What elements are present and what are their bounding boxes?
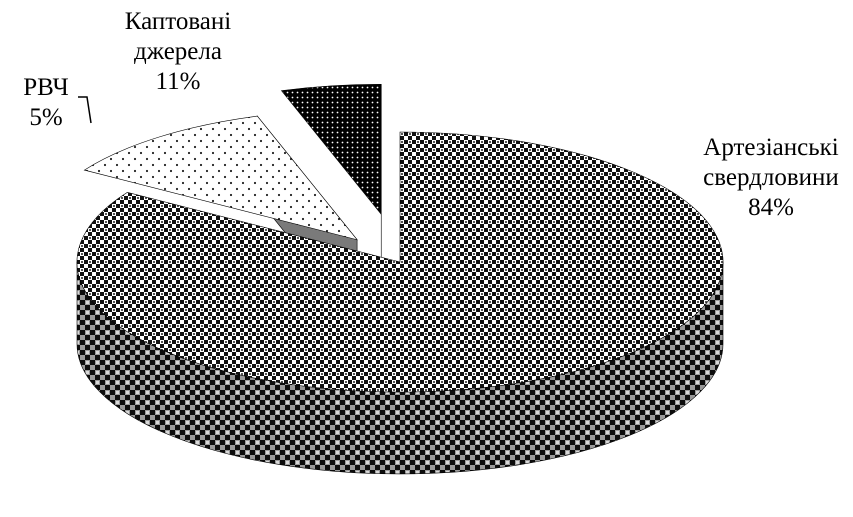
slice-label-artesian-line1: Артезіанські <box>703 134 839 161</box>
pie-slice-top-artesian <box>76 131 724 393</box>
slice-label-rvch-line1: РВЧ <box>23 74 69 101</box>
pie-slice-top-rvch <box>280 83 382 216</box>
slice-label-springs-line1: Каптовані <box>124 8 232 35</box>
pie-slices <box>76 83 724 475</box>
slice-value-springs: 11% <box>155 68 201 95</box>
slice-label-springs-line2: джерела <box>134 38 222 65</box>
pie-slice-top-springs <box>83 115 358 241</box>
slice-label-springs: Каптовані джерела 11% <box>98 7 258 97</box>
slice-value-artesian: 84% <box>748 194 794 221</box>
pie-slice-artesian <box>76 131 724 475</box>
slice-value-rvch: 5% <box>29 104 63 131</box>
slice-label-rvch: РВЧ 5% <box>6 73 86 133</box>
slice-label-artesian: Артезіанські свердловини 84% <box>686 133 853 223</box>
slice-label-artesian-line2: свердловини <box>703 164 839 191</box>
